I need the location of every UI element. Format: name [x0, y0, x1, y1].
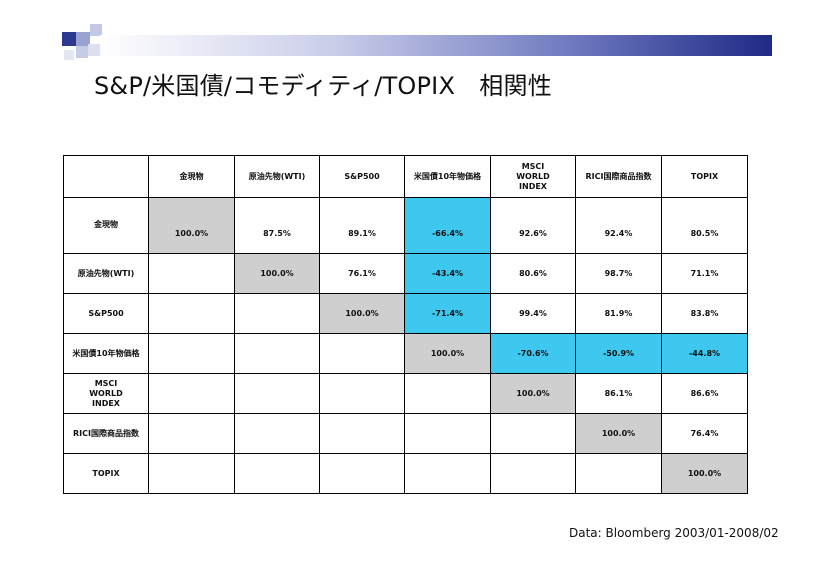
- table-cell: 100.0%: [490, 373, 576, 414]
- table-cell: 71.1%: [661, 253, 748, 294]
- table-cell: [319, 333, 405, 374]
- table-cell: 86.1%: [575, 373, 662, 414]
- table-cell: [234, 373, 320, 414]
- table-row: 原油先物(WTI) 100.0% 76.1% -43.4% 80.6% 98.7…: [63, 253, 748, 294]
- decorative-square: [88, 44, 100, 56]
- table-cell: 86.6%: [661, 373, 748, 414]
- table-cell: [319, 413, 405, 454]
- column-header: TOPIX: [661, 155, 748, 198]
- column-header: 金現物: [148, 155, 235, 198]
- row-header: 金現物: [63, 197, 149, 254]
- table-cell: [148, 253, 235, 294]
- table-cell: [234, 413, 320, 454]
- row-header: TOPIX: [63, 453, 149, 494]
- table-cell: 100.0%: [575, 413, 662, 454]
- table-cell: [575, 453, 662, 494]
- title-gradient-bar: [100, 35, 772, 56]
- table-cell: -66.4%: [404, 197, 491, 254]
- column-header: 原油先物(WTI): [234, 155, 320, 198]
- table-cell: -71.4%: [404, 293, 491, 334]
- table-cell: -50.9%: [575, 333, 662, 374]
- table-cell: [490, 453, 576, 494]
- row-header: RICI国際商品指数: [63, 413, 149, 454]
- table-cell: 100.0%: [319, 293, 405, 334]
- table-cell: 83.8%: [661, 293, 748, 334]
- table-cell: 99.4%: [490, 293, 576, 334]
- table-cell: [319, 453, 405, 494]
- table-cell: 80.6%: [490, 253, 576, 294]
- table-cell: [148, 293, 235, 334]
- page-title: S&P/米国債/コモディティ/TOPIX 相関性: [94, 72, 552, 100]
- table-cell: 81.9%: [575, 293, 662, 334]
- table-row: MSCI WORLD INDEX 100.0% 86.1% 86.6%: [63, 373, 748, 414]
- table-cell: -70.6%: [490, 333, 576, 374]
- table-cell: [404, 453, 491, 494]
- table-cell: 100.0%: [404, 333, 491, 374]
- data-source-note: Data: Bloomberg 2003/01-2008/02: [569, 526, 779, 540]
- table-cell: [234, 333, 320, 374]
- table-row: TOPIX 100.0%: [63, 453, 748, 494]
- table-cell: -43.4%: [404, 253, 491, 294]
- table-cell: 92.6%: [490, 197, 576, 254]
- table-cell: [319, 373, 405, 414]
- header-cell-empty: [63, 155, 149, 198]
- table-cell: 98.7%: [575, 253, 662, 294]
- table-cell: [404, 413, 491, 454]
- decorative-square: [64, 50, 74, 60]
- table-cell: [148, 333, 235, 374]
- row-header: 米国債10年物価格: [63, 333, 149, 374]
- table-cell: [148, 373, 235, 414]
- correlation-table: 金現物 原油先物(WTI) S&P500 米国債10年物価格 MSCI WORL…: [63, 155, 748, 494]
- table-row: 金現物 100.0% 87.5% 89.1% -66.4% 92.6% 92.4…: [63, 197, 748, 254]
- table-cell: 80.5%: [661, 197, 748, 254]
- table-cell: [404, 373, 491, 414]
- table-cell: 100.0%: [148, 197, 235, 254]
- table-row: S&P500 100.0% -71.4% 99.4% 81.9% 83.8%: [63, 293, 748, 334]
- table-cell: [234, 293, 320, 334]
- decorative-square: [90, 24, 102, 36]
- column-header: S&P500: [319, 155, 405, 198]
- column-header: RICI国際商品指数: [575, 155, 662, 198]
- table-cell: 89.1%: [319, 197, 405, 254]
- table-cell: 87.5%: [234, 197, 320, 254]
- table-cell: 100.0%: [234, 253, 320, 294]
- table-cell: [234, 453, 320, 494]
- table-cell: 76.1%: [319, 253, 405, 294]
- table-cell: 92.4%: [575, 197, 662, 254]
- column-header: 米国債10年物価格: [404, 155, 491, 198]
- table-cell: [148, 453, 235, 494]
- decorative-square: [76, 46, 88, 58]
- table-cell: [148, 413, 235, 454]
- row-header: 原油先物(WTI): [63, 253, 149, 294]
- table-header-row: 金現物 原油先物(WTI) S&P500 米国債10年物価格 MSCI WORL…: [63, 155, 748, 198]
- decorative-square: [62, 32, 76, 46]
- table-cell: -44.8%: [661, 333, 748, 374]
- column-header: MSCI WORLD INDEX: [490, 155, 576, 198]
- table-cell: 76.4%: [661, 413, 748, 454]
- table-row: 米国債10年物価格 100.0% -70.6% -50.9% -44.8%: [63, 333, 748, 374]
- table-row: RICI国際商品指数 100.0% 76.4%: [63, 413, 748, 454]
- row-header: S&P500: [63, 293, 149, 334]
- table-cell: 100.0%: [661, 453, 748, 494]
- table-cell: [490, 413, 576, 454]
- row-header: MSCI WORLD INDEX: [63, 373, 149, 414]
- decorative-square: [76, 32, 90, 46]
